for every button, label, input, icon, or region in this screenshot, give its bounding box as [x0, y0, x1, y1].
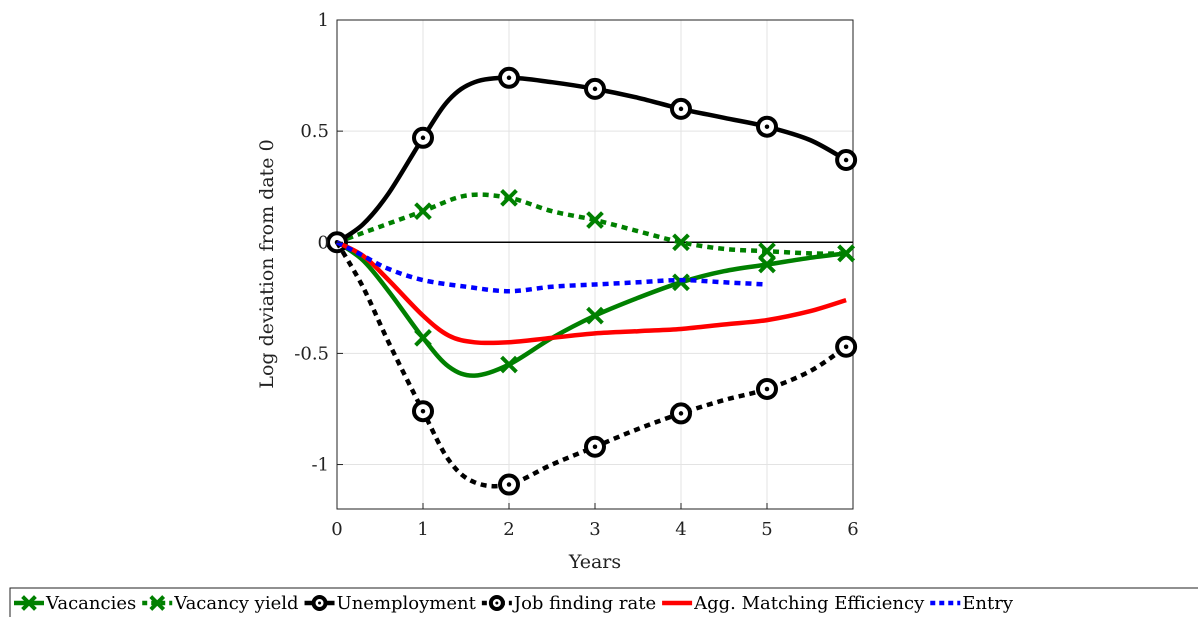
x-tick-label: 1 [417, 519, 428, 540]
series-agg-matching-efficiency [335, 240, 847, 346]
series-vacancy-yield [336, 188, 855, 263]
series-job-finding-rate [335, 241, 858, 496]
data-point-job-finding-rate [670, 402, 692, 425]
data-point-job-finding-rate [498, 473, 520, 496]
y-tick-label: 0.5 [300, 121, 329, 142]
data-point-job-finding-rate [756, 377, 778, 400]
y-tick-label: 0 [318, 232, 329, 253]
legend-item-entry: Entry [930, 593, 1014, 614]
data-point-vacancy-yield [586, 211, 604, 229]
x-tick-label: 2 [503, 519, 514, 540]
legend-label: Job finding rate [512, 593, 656, 614]
data-point-unemployment [670, 97, 692, 120]
legend-item-vacancy-yield: Vacancy yield [142, 593, 299, 614]
data-point-job-finding-rate [835, 335, 858, 358]
legend-item-unemployment: Unemployment [304, 593, 477, 614]
y-tick-label: -0.5 [294, 343, 329, 364]
legend-marker [488, 595, 505, 611]
data-point-unemployment [584, 77, 606, 100]
data-point-vacancy-yield [672, 233, 690, 252]
legend-marker [311, 595, 328, 611]
legend-label: Agg. Matching Efficiency [693, 593, 925, 614]
series-line-agg-matching-efficiency [335, 240, 847, 346]
data-point-vacancy-yield [500, 188, 518, 207]
series-line-job-finding-rate [335, 241, 848, 489]
series-layer [326, 66, 858, 496]
data-point-vacancies [414, 329, 432, 347]
data-point-unemployment [756, 115, 778, 138]
data-point-unemployment [412, 126, 434, 149]
data-point-vacancy-yield [414, 202, 432, 220]
x-axis-title: Years [568, 551, 621, 573]
legend-marker [21, 595, 37, 611]
legend-label: Vacancy yield [173, 593, 298, 614]
data-point-unemployment [498, 66, 520, 89]
x-tick-label: 4 [675, 519, 686, 540]
legend-item-agg-matching-efficiency: Agg. Matching Efficiency [662, 593, 925, 614]
data-point-vacancy-yield [758, 242, 776, 260]
data-point-vacancies [758, 255, 776, 274]
legend-marker [149, 595, 166, 611]
data-point-job-finding-rate [584, 435, 606, 458]
legend: Vacancies Vacancy yield Unemployment Job fi… [9, 587, 1198, 617]
data-point-vacancies [586, 306, 604, 325]
x-tick-label: 3 [589, 519, 600, 540]
series-line-entry [335, 240, 768, 294]
series-entry [335, 240, 768, 294]
series-unemployment [326, 66, 858, 254]
data-point-vacancy-yield [837, 244, 855, 263]
legend-box [9, 587, 1198, 617]
legend-label: Unemployment [337, 593, 477, 614]
legend-item-job-finding-rate: Job finding rate [481, 593, 656, 614]
legend-label: Vacancies [45, 593, 136, 614]
series-line-unemployment [335, 75, 848, 245]
legend-label: Entry [962, 593, 1014, 614]
y-tick-label: 1 [318, 10, 329, 31]
y-tick-label: -1 [311, 455, 329, 476]
x-tick-label: 0 [331, 519, 342, 540]
data-point-vacancies [500, 355, 518, 374]
x-axis-ticks: 0 1 2 3 4 5 6 [331, 503, 859, 540]
y-axis-ticks: 1 0.5 0 -0.5 -1 [294, 10, 343, 476]
data-point-job-finding-rate [412, 400, 434, 423]
x-tick-label: 6 [847, 519, 858, 540]
x-tick-label: 5 [761, 519, 772, 540]
y-axis-title: Log deviation from date 0 [256, 139, 278, 388]
legend-item-vacancies: Vacancies [14, 593, 136, 614]
data-point-unemployment [835, 149, 858, 172]
